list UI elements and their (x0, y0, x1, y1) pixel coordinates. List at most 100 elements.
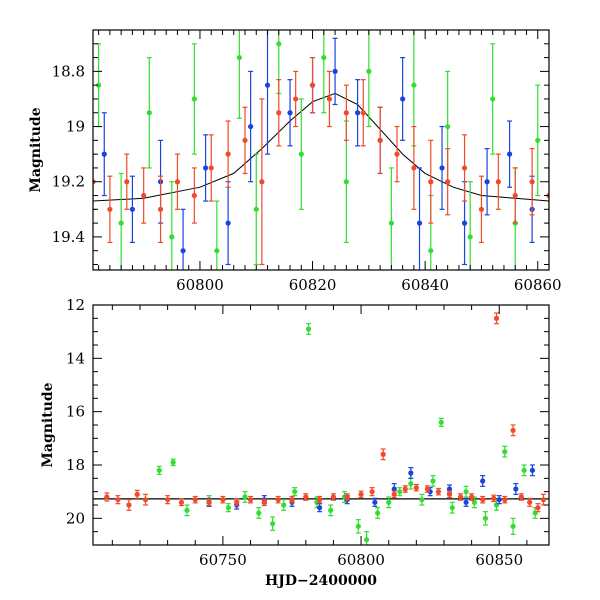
bottom-panel-full-light-curve: 60750 60800 60850 12 14 16 18 20 Magnitude HJD−24… (40, 296, 550, 589)
data-point (141, 192, 147, 199)
data-point (457, 494, 464, 500)
data-point (540, 497, 547, 503)
data-point (391, 491, 397, 497)
y-tick-label: 20 (66, 509, 85, 527)
data-point (461, 165, 468, 171)
data-point (225, 151, 231, 157)
data-point (493, 315, 500, 321)
data-point (506, 151, 513, 157)
data-point (259, 179, 265, 185)
data-point (529, 467, 536, 473)
data-point (372, 499, 378, 505)
data-point (416, 220, 423, 226)
data-point (178, 499, 185, 505)
data-point (206, 499, 212, 505)
data-point (281, 502, 287, 508)
top-panel-zoomed-light-curve: 60800 60820 60840 60860 18.8 19 19.2 19.4 Magnit… (28, 29, 562, 294)
data-point (298, 151, 304, 157)
y-tick-label: 14 (66, 349, 85, 367)
x-tick-label: 60800 (176, 276, 224, 294)
data-point (518, 494, 524, 500)
data-point (496, 497, 502, 503)
data-point (101, 151, 107, 157)
plot-area (93, 312, 549, 545)
plot-frame (92, 29, 550, 271)
data-point (192, 497, 198, 503)
data-point (157, 206, 164, 212)
x-tick-label: 60860 (514, 276, 562, 294)
data-point (510, 427, 516, 433)
data-point (343, 110, 349, 116)
data-point (391, 486, 397, 492)
data-point (170, 459, 176, 465)
data-point (214, 248, 220, 254)
data-point (411, 165, 417, 171)
data-point (469, 494, 475, 500)
data-point (276, 41, 282, 47)
data-point (355, 523, 361, 529)
data-point (165, 497, 171, 503)
data-point (394, 151, 400, 157)
data-point (287, 110, 293, 116)
data-point (463, 499, 469, 505)
data-point (261, 499, 267, 505)
series-0 (156, 323, 538, 545)
data-point (535, 505, 541, 511)
y-tick-label: 18 (66, 456, 85, 474)
data-point (332, 68, 338, 74)
series-2 (93, 56, 549, 266)
data-point (411, 82, 417, 88)
data-point (344, 494, 350, 500)
data-point (502, 497, 508, 503)
data-point (463, 489, 469, 495)
data-point (256, 510, 262, 516)
data-point (430, 478, 436, 484)
data-point (438, 419, 444, 425)
data-point (303, 494, 309, 500)
y-axis-label: Magnitude (28, 107, 44, 192)
data-point (484, 179, 490, 185)
data-point (419, 497, 425, 503)
data-point (521, 467, 527, 473)
data-point (435, 489, 442, 495)
data-point (428, 248, 434, 254)
data-point (445, 123, 451, 130)
data-point (366, 68, 372, 74)
data-point (104, 494, 110, 500)
x-tick-label: 60820 (289, 276, 337, 294)
x-tick-label: 60840 (401, 276, 449, 294)
data-point (184, 507, 190, 513)
data-point (107, 206, 113, 212)
data-point (191, 96, 197, 102)
data-point (397, 489, 403, 495)
data-point (326, 96, 333, 102)
series-2 (104, 312, 547, 513)
data-point (471, 499, 477, 505)
data-point (375, 510, 381, 516)
data-point (169, 234, 175, 240)
data-point (225, 505, 232, 511)
plot-area (93, 30, 549, 270)
y-tick-label: 19.4 (52, 228, 85, 246)
model-trend-curve (93, 92, 549, 202)
data-point (512, 192, 518, 199)
y-tick-label: 12 (66, 296, 85, 314)
y-tick-label: 19 (66, 118, 85, 136)
data-point (220, 497, 226, 503)
data-point (174, 179, 181, 185)
data-point (264, 82, 271, 88)
data-point (502, 449, 508, 455)
axis-ticks (93, 304, 549, 546)
y-axis-label: Magnitude (40, 382, 56, 467)
series-0 (96, 30, 541, 270)
x-axis-label: HJD−2400000 (265, 573, 377, 589)
data-point (413, 485, 419, 491)
data-point (317, 497, 323, 503)
data-point (191, 192, 197, 199)
data-point (124, 179, 130, 185)
data-point (482, 515, 489, 521)
y-tick-label: 16 (66, 403, 85, 421)
data-point (242, 137, 248, 143)
data-point (445, 179, 451, 185)
